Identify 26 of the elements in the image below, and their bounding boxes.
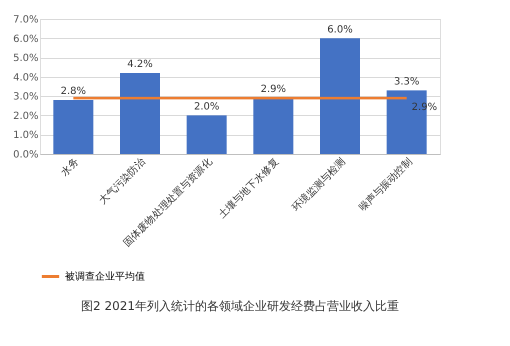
data-label: 2.9%	[260, 84, 286, 96]
x-tick-label: 环境监测与检测	[290, 156, 348, 214]
data-label: 4.2%	[127, 59, 153, 70]
y-tick-label: 6.0%	[13, 34, 38, 45]
x-tick-label: 噪声与振动控制	[356, 156, 414, 214]
data-label: 6.0%	[327, 24, 353, 36]
data-label: 3.3%	[394, 76, 420, 88]
data-label: 2.8%	[60, 86, 86, 97]
y-tick-label: 7.0%	[13, 14, 38, 26]
legend-label: 被调查企业平均值	[65, 270, 145, 282]
y-tick-label: 2.0%	[13, 110, 38, 122]
bar	[253, 98, 294, 154]
bar	[120, 73, 160, 154]
text: 图2 2021年列入统计的各领域企业研发经费占营业收入比重	[81, 299, 399, 313]
bar	[53, 100, 94, 154]
data-label: 2.0%	[194, 101, 220, 112]
y-tick-label: 3.0%	[13, 92, 38, 103]
x-tick-label: 水务	[58, 156, 82, 178]
y-tick-label: 1.0%	[13, 130, 38, 142]
bar	[186, 115, 227, 154]
x-tick-label: 土壤与地下水修复	[216, 156, 282, 221]
y-tick-label: 5.0%	[13, 53, 38, 64]
bar	[320, 38, 360, 154]
y-tick-label: 4.0%	[13, 72, 38, 84]
y-tick-label: 0.0%	[13, 150, 38, 160]
x-tick-label: 大气污染防治	[96, 156, 148, 207]
